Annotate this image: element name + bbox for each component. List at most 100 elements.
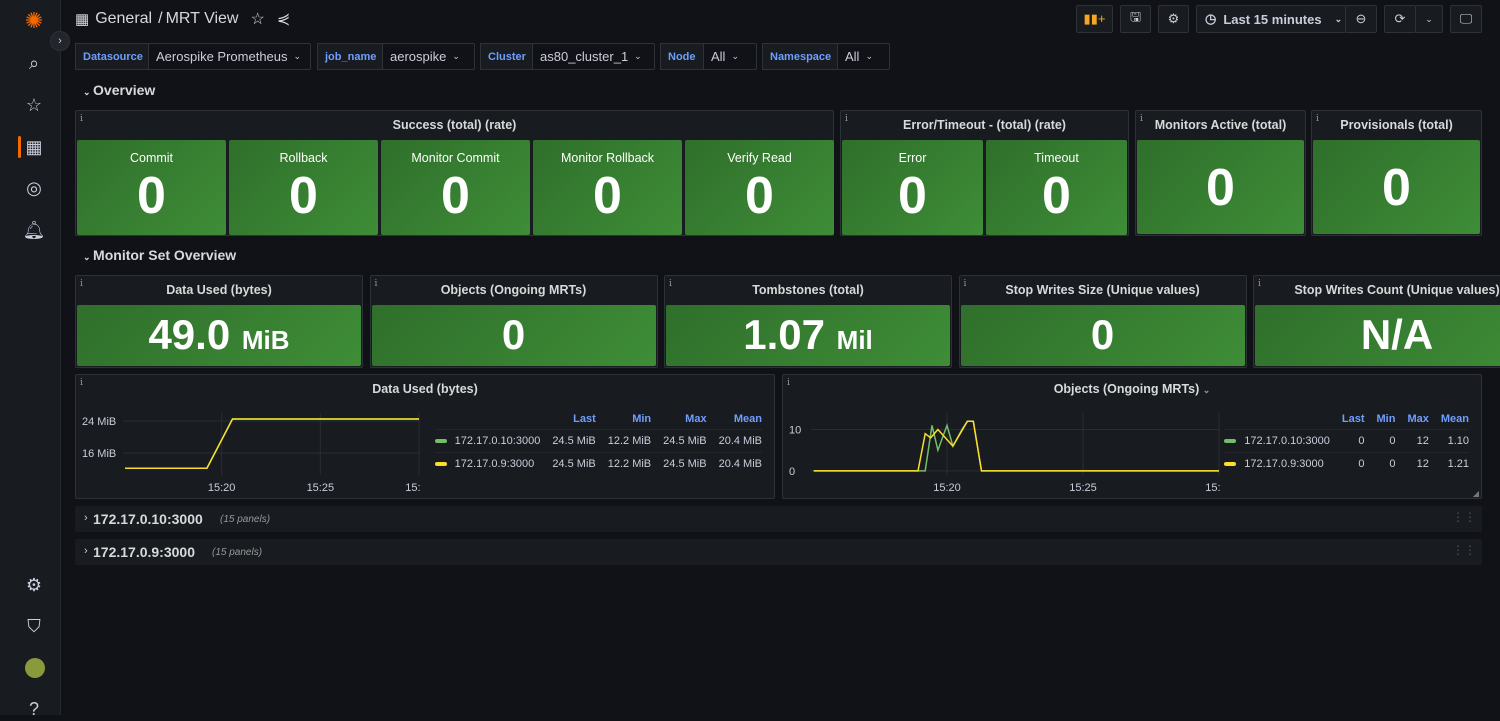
info-icon[interactable]: i (1258, 279, 1261, 289)
series-color-swatch[interactable] (1224, 462, 1237, 467)
variable-node-dropdown[interactable]: All ⌄ (703, 43, 757, 70)
legend-column-last[interactable]: Last (573, 413, 596, 425)
series-name: 172.17.0.10:3000 (454, 435, 541, 447)
gear-icon[interactable]: ⚙ (25, 575, 43, 595)
monitor-icon: 🖵︎ (1459, 11, 1473, 26)
resize-handle-icon[interactable]: ◢ (1472, 489, 1479, 498)
legend-series[interactable]: 172.17.0.9:3000 (1224, 452, 1330, 475)
panel-objects-ongoing-mrts[interactable]: i Objects (Ongoing MRTs) 0 (369, 275, 658, 368)
chevron-down-icon: ⌄ (1334, 13, 1343, 24)
panel-data-used-graph[interactable]: i Data Used (bytes) 16 MiB 24 MiB 15:20 15:… (75, 374, 775, 499)
info-icon[interactable]: i (669, 279, 672, 289)
stat-value: 0 (1206, 159, 1235, 217)
star-icon[interactable]: ☆ (25, 95, 43, 115)
save-dashboard-button[interactable]: 🖫︎ (1120, 5, 1151, 33)
alerting-icon[interactable]: 🔔︎ (22, 220, 46, 240)
info-icon[interactable]: i (845, 114, 848, 124)
info-icon[interactable]: i (374, 279, 378, 289)
legend-column-min[interactable]: Min (1376, 413, 1396, 425)
panel-monitors-active[interactable]: i Monitors Active (total) 0 (1135, 110, 1306, 236)
variable-datasource-dropdown[interactable]: Aerospike Prometheus ⌄ (148, 43, 311, 70)
panel-stop-writes-count-unique-values[interactable]: i Stop Writes Count (Unique values) N/A (1253, 275, 1500, 368)
variable-job-name-dropdown[interactable]: aerospike ⌄ (382, 43, 475, 70)
drag-handle-icon[interactable]: ⋮⋮ (1452, 543, 1476, 557)
row-monitor-set-overview[interactable]: ⌄ Monitor Set Overview (83, 247, 236, 263)
stat-rollback: Rollback 0 (229, 140, 378, 235)
stat-error: Error 0 (842, 140, 983, 235)
series-line-172.17.0.9:3000 (813, 420, 1219, 472)
legend-series[interactable]: 172.17.0.9:3000 (434, 452, 541, 475)
info-icon[interactable]: i (787, 378, 790, 388)
row-node-2[interactable]: › 172.17.0.9:3000 (15 panels) ⋮⋮ (75, 539, 1482, 565)
variable-cluster-dropdown[interactable]: as80_cluster_1 ⌄ (532, 43, 655, 70)
panel-success[interactable]: i Success (total) (rate) Commit 0 Rollback… (75, 110, 834, 236)
variable-value: Aerospike Prometheus (156, 49, 288, 64)
legend-value: 24.5 MiB (651, 429, 707, 453)
search-icon[interactable]: ⌕ (28, 53, 40, 73)
legend-series[interactable]: 172.17.0.10:3000 (1224, 429, 1330, 453)
expand-sidebar-button[interactable]: › (50, 31, 70, 51)
legend-column-max[interactable]: Max (685, 413, 707, 425)
add-panel-button[interactable]: ▮▮+ (1076, 5, 1113, 33)
panel-data-used-bytes[interactable]: i Data Used (bytes) 49.0 MiB (75, 275, 363, 368)
grafana-logo[interactable]: ✺ (24, 8, 44, 33)
info-icon[interactable]: i (1316, 114, 1319, 124)
row-overview[interactable]: ⌄ Overview (83, 82, 155, 98)
panel-title: Data Used (bytes) (372, 382, 478, 396)
stat-box: 49.0 MiB (77, 305, 361, 366)
shield-icon[interactable]: ⛉ (27, 616, 41, 636)
series-color-swatch[interactable] (1224, 439, 1237, 444)
star-icon[interactable]: ☆ (250, 11, 265, 28)
legend-value: 24.5 MiB (651, 452, 707, 475)
explore-icon[interactable]: ◎ (26, 178, 42, 198)
stat-label: Monitor Rollback (560, 151, 655, 165)
drag-handle-icon[interactable]: ⋮⋮ (1452, 510, 1476, 524)
panel-title: Tombstones (total) (752, 283, 864, 297)
dashboard-settings-button[interactable]: ⚙ (1158, 5, 1189, 33)
info-icon[interactable]: i (80, 378, 83, 388)
breadcrumb-folder[interactable]: General (95, 10, 153, 27)
info-icon[interactable]: i (80, 114, 83, 124)
zoom-out-button[interactable]: ⊖ (1345, 5, 1377, 33)
dashboards-icon[interactable]: ▦ (25, 137, 43, 157)
tv-mode-button[interactable]: 🖵︎ (1450, 5, 1482, 33)
legend-row[interactable]: 172.17.0.10:3000 0 0 12 1.10 (1224, 429, 1469, 453)
legend-column-min[interactable]: Min (632, 413, 652, 425)
refresh-interval-dropdown[interactable]: ⌄ (1415, 5, 1443, 33)
info-icon[interactable]: i (1140, 114, 1143, 124)
time-picker[interactable]: ◷ Last 15 minutes ⌄ (1196, 5, 1346, 33)
legend-row[interactable]: 172.17.0.10:3000 24.5 MiB 12.2 MiB 24.5 MiB… (434, 429, 762, 453)
legend-value: 20.4 MiB (706, 452, 762, 475)
stat-unit: MiB (241, 325, 290, 355)
panel-objects-graph[interactable]: i Objects (Ongoing MRTs) ⌄ 0 10 15:20 15:25… (782, 374, 1482, 499)
panel-tombstones-total[interactable]: i Tombstones (total) 1.07 Mil (664, 275, 952, 368)
legend-header-blank (1224, 413, 1330, 430)
legend-row[interactable]: 172.17.0.9:3000 0 0 12 1.21 (1224, 452, 1469, 475)
panel-stop-writes-size-unique-values[interactable]: i Stop Writes Size (Unique values) 0 (958, 275, 1247, 368)
stat-value-wrap: 0 (961, 311, 1245, 359)
row-node-1[interactable]: › 172.17.0.10:3000 (15 panels) ⋮⋮ (75, 506, 1482, 532)
help-icon[interactable]: ? (28, 699, 39, 719)
legend-series[interactable]: 172.17.0.10:3000 (434, 429, 541, 453)
panel-provisionals[interactable]: i Provisionals (total) 0 (1311, 110, 1482, 236)
legend-column-mean[interactable]: Mean (733, 413, 762, 425)
stat-value: 0 (898, 167, 927, 225)
legend-column-last[interactable]: Last (1341, 413, 1365, 425)
stat-value: 0 (501, 311, 526, 358)
dashboard-title[interactable]: MRT View (165, 10, 239, 27)
legend-column-max[interactable]: Max (1407, 413, 1429, 425)
series-color-swatch[interactable] (434, 439, 447, 444)
stat-value-wrap: 49.0 MiB (77, 311, 361, 359)
info-icon[interactable]: i (80, 279, 83, 289)
info-icon[interactable]: i (963, 279, 967, 289)
panel-title[interactable]: Objects (Ongoing MRTs) ⌄ (783, 382, 1481, 396)
legend-column-mean[interactable]: Mean (1440, 413, 1469, 425)
legend-row[interactable]: 172.17.0.9:3000 24.5 MiB 12.2 MiB 24.5 MiB 2… (434, 452, 762, 475)
refresh-button[interactable]: ⟳ (1384, 5, 1416, 33)
share-icon[interactable]: ⋞ (276, 11, 291, 28)
avatar[interactable] (25, 658, 45, 678)
series-color-swatch[interactable] (434, 462, 447, 467)
panel-error-timeout[interactable]: i Error/Timeout - (total) (rate) Error 0 T… (840, 110, 1129, 236)
variable-value: All (845, 49, 860, 64)
variable-namespace-dropdown[interactable]: All ⌄ (837, 43, 890, 70)
